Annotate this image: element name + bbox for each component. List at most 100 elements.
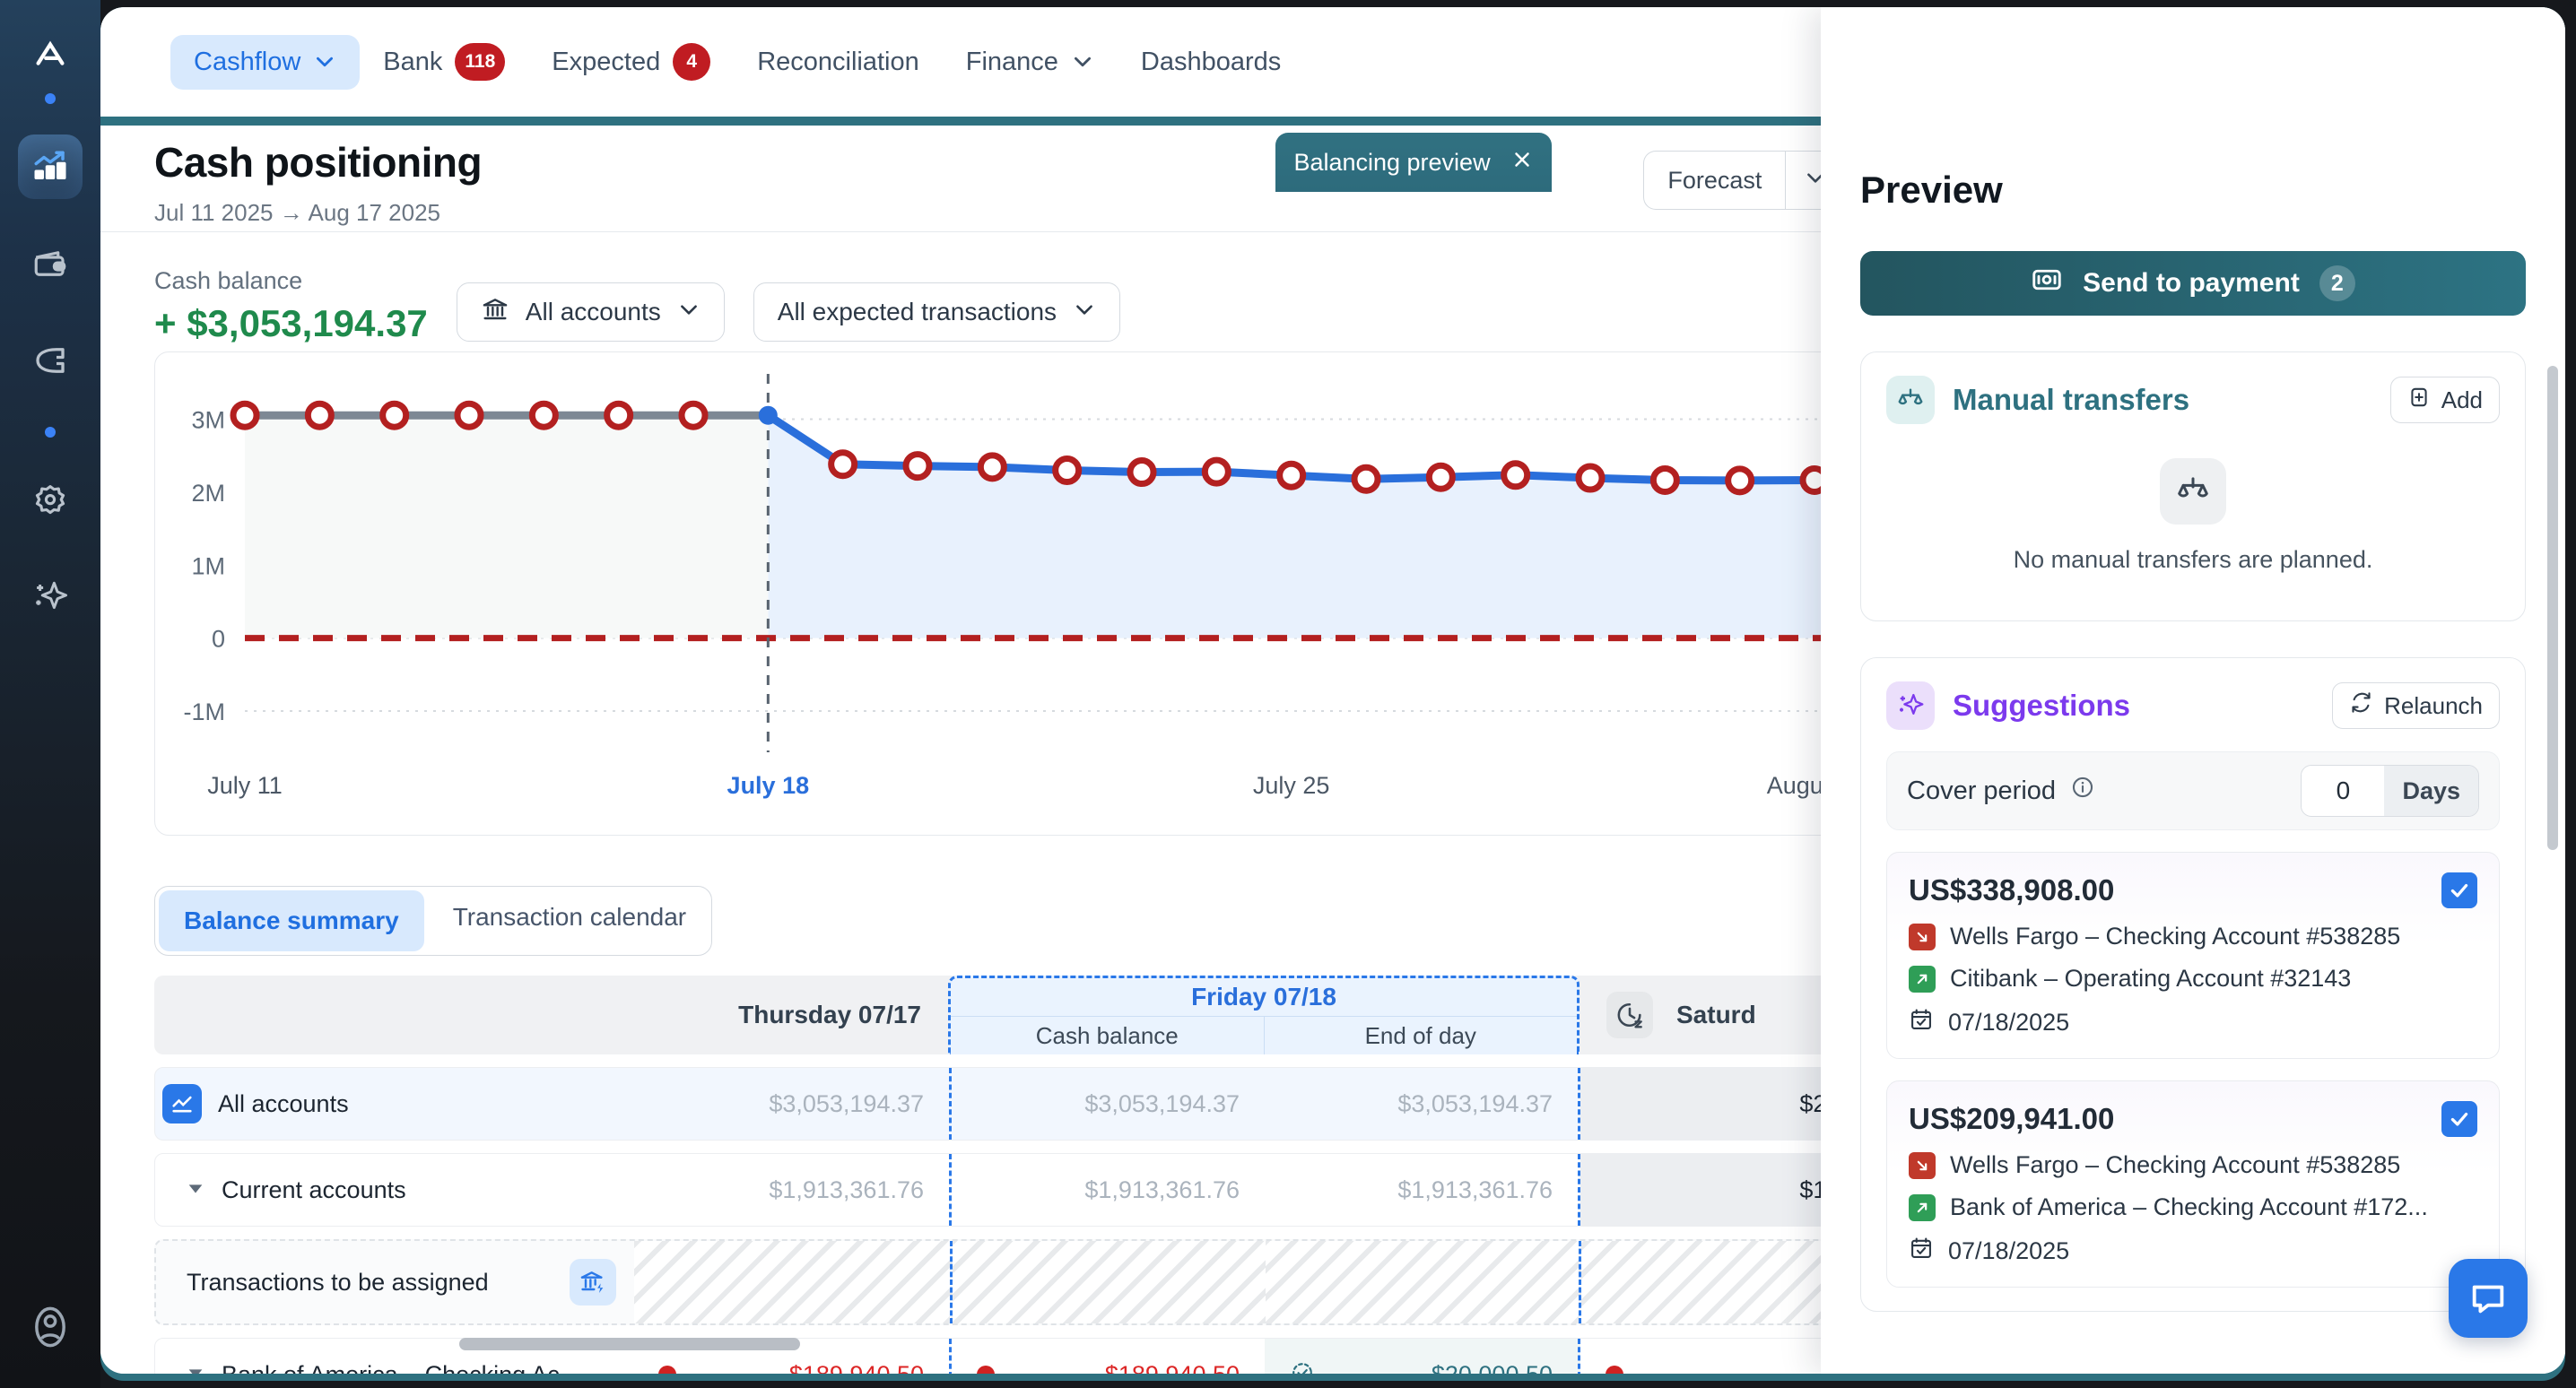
suggestion-amount: US$338,908.00 <box>1909 873 2115 907</box>
send-to-payment-button[interactable]: Send to payment 2 <box>1860 251 2526 316</box>
bank-assign-icon[interactable] <box>570 1259 616 1306</box>
balancing-preview-tab[interactable]: Balancing preview <box>1275 133 1552 192</box>
accounts-filter-dropdown[interactable]: All accounts <box>456 282 725 342</box>
table-cell[interactable]: $3,053,194.37 <box>949 1068 1265 1140</box>
clock-snooze-icon <box>1606 992 1653 1038</box>
column-header-saturday-label: Saturd <box>1676 1001 1756 1028</box>
suggestion-to-account: Citibank – Operating Account #32143 <box>1950 965 2352 992</box>
suggestions-list: US$338,908.00 Wells Fargo – Checking Acco… <box>1886 852 2500 1288</box>
left-rail <box>0 0 100 1388</box>
caret-down-icon[interactable] <box>186 1178 205 1202</box>
caret-down-icon[interactable] <box>186 1363 205 1374</box>
cover-period-stepper[interactable]: 0 Days <box>2301 765 2479 817</box>
avatar[interactable] <box>25 1302 75 1352</box>
row-name: Current accounts <box>222 1175 406 1203</box>
sidebar-item-wallet[interactable] <box>18 231 83 296</box>
table-cell[interactable]: $1,913,361.76 <box>949 1154 1265 1226</box>
table-horizontal-scrollbar[interactable] <box>459 1338 800 1350</box>
info-icon[interactable] <box>2070 775 2095 807</box>
suggestion-card[interactable]: US$338,908.00 Wells Fargo – Checking Acco… <box>1886 852 2500 1059</box>
chat-bubble-icon[interactable] <box>2449 1259 2528 1338</box>
status-dot-overdraft <box>1606 1366 1623 1374</box>
manual-transfers-card: Manual transfers Add No manual trans <box>1860 351 2526 621</box>
app-logo[interactable] <box>30 34 71 75</box>
suggestion-date-row: 07/18/2025 <box>1909 1236 2477 1267</box>
cover-period-row: Cover period 0 Days <box>1886 751 2500 830</box>
sidebar-item-settings[interactable] <box>18 468 83 533</box>
status-check-icon <box>1290 1360 1315 1374</box>
suggestions-title: Suggestions <box>1953 689 2131 722</box>
accounts-filter-label: All accounts <box>525 298 661 325</box>
cell-value: $1,913,361.76 <box>1084 1175 1240 1203</box>
cover-period-value[interactable]: 0 <box>2302 766 2385 816</box>
nav-item-bank[interactable]: Bank 118 <box>360 30 528 93</box>
table-cell[interactable]: $1,913,361.76 <box>1265 1154 1580 1226</box>
refresh-icon <box>2349 690 2373 721</box>
table-cell[interactable]: $3,053,194.37 <box>633 1068 949 1140</box>
suggestion-from-account: Wells Fargo – Checking Account #538285 <box>1950 923 2401 950</box>
row-label-cell: Bank of America – Checking Ac... <box>155 1339 633 1374</box>
incoming-arrow-icon <box>1909 965 1936 993</box>
table-cell[interactable]: $3,053,194.37 <box>1265 1068 1580 1140</box>
suggestion-from-row: Wells Fargo – Checking Account #538285 <box>1909 923 2477 950</box>
balancing-preview-panel: Preview Send to payment 2 <box>1821 7 2565 1374</box>
send-to-payment-label: Send to payment <box>2083 268 2300 298</box>
chevron-down-icon <box>1073 298 1096 327</box>
nav-item-cashflow[interactable]: Cashflow <box>170 34 361 90</box>
table-cell[interactable]: $20,000.50 <box>1265 1339 1580 1374</box>
nav-item-reconciliation[interactable]: Reconciliation <box>734 35 943 90</box>
outgoing-arrow-icon <box>1909 923 1936 950</box>
column-header-saturday[interactable]: Saturd <box>1580 976 1898 1054</box>
column-header-friday-selected[interactable]: Friday 07/18 Cash balance End of day <box>948 976 1580 1054</box>
suggestion-checkbox[interactable] <box>2441 1101 2477 1137</box>
sidebar-item-ai[interactable] <box>18 565 83 629</box>
cash-balance-value: + $3,053,194.37 <box>154 302 428 344</box>
table-cell[interactable]: $1,913,361.76 <box>633 1154 949 1226</box>
nav-item-dashboards[interactable]: Dashboards <box>1118 35 1304 90</box>
tab-transaction-calendar[interactable]: Transaction calendar <box>452 903 687 931</box>
nav-item-finance[interactable]: Finance <box>943 35 1118 90</box>
preview-scrollbar[interactable] <box>2547 366 2558 850</box>
close-icon[interactable] <box>1510 148 1534 178</box>
row-label-cell: Current accounts <box>155 1154 633 1226</box>
calendar-check-icon <box>1909 1236 1934 1267</box>
suggestion-card[interactable]: US$209,941.00 Wells Fargo – Checking Acco… <box>1886 1080 2500 1288</box>
table-cell[interactable]: -$189,940.50 <box>949 1339 1265 1374</box>
manual-transfers-title: Manual transfers <box>1953 383 2190 416</box>
table-cell[interactable] <box>950 1241 1266 1323</box>
nav-label-finance: Finance <box>965 47 1058 76</box>
rail-dot-top <box>45 93 56 104</box>
cell-value: $20,000.50 <box>1432 1361 1553 1375</box>
filters-row: Cash balance + $3,053,194.37 All account… <box>154 267 1121 345</box>
cash-balance-block: Cash balance + $3,053,194.37 <box>154 267 428 345</box>
expected-badge: 4 <box>673 43 711 81</box>
add-manual-transfer-button[interactable]: Add <box>2389 377 2500 423</box>
forecast-label: Forecast <box>1667 166 1762 194</box>
plus-square-icon <box>2407 386 2431 415</box>
row-name: All accounts <box>218 1089 349 1117</box>
nav-label-cashflow: Cashflow <box>194 47 301 76</box>
nav-label-bank: Bank <box>383 47 443 76</box>
transactions-filter-dropdown[interactable]: All expected transactions <box>753 282 1121 342</box>
relaunch-suggestions-button[interactable]: Relaunch <box>2332 682 2500 729</box>
date-range: Jul 11 2025 → Aug 17 2025 <box>154 199 440 226</box>
suggestion-checkbox[interactable] <box>2441 872 2477 908</box>
cell-value: -$189,940.50 <box>1097 1361 1240 1375</box>
forecast-button[interactable]: Forecast <box>1643 151 1786 210</box>
column-header-thursday[interactable]: Thursday 07/17 <box>738 1001 921 1028</box>
view-tabs: Balance summary Transaction calendar <box>154 886 713 956</box>
nav-item-expected[interactable]: Expected 4 <box>528 30 734 93</box>
svg-text:-1M: -1M <box>184 698 226 725</box>
tab-balance-summary[interactable]: Balance summary <box>159 890 424 951</box>
table-cell[interactable]: -$189,940.50 <box>633 1339 949 1374</box>
sidebar-item-magnet[interactable] <box>18 328 83 393</box>
table-cell[interactable] <box>634 1241 950 1323</box>
column-header-friday-label: Friday 07/18 <box>1191 983 1336 1011</box>
sidebar-item-analytics[interactable] <box>18 134 83 199</box>
svg-text:July 25: July 25 <box>1253 772 1330 799</box>
nav-label-reconciliation: Reconciliation <box>757 47 919 76</box>
table-cell[interactable] <box>1266 1241 1581 1323</box>
table-corner-cell <box>154 976 632 1054</box>
svg-text:July 11: July 11 <box>207 772 283 799</box>
svg-text:3M: 3M <box>191 407 225 434</box>
